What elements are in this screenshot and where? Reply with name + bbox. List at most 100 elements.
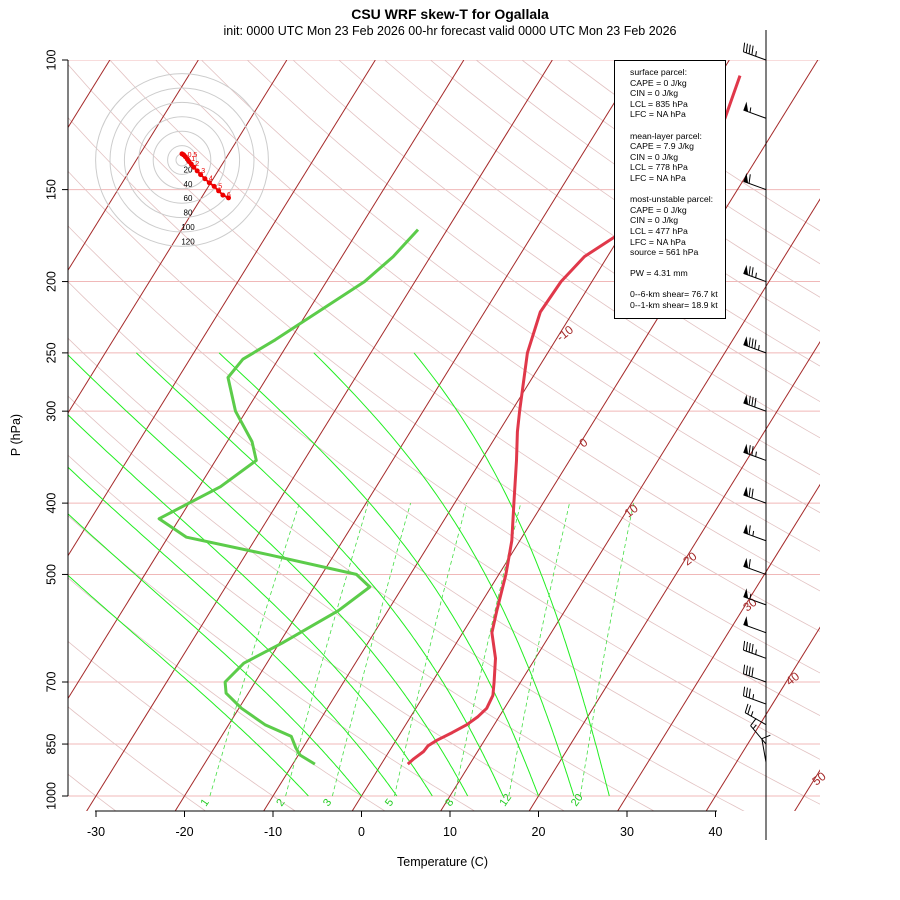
- wind-barb: [743, 394, 767, 412]
- hodograph-point-label: 6: [227, 192, 231, 199]
- isotherm-label: 20: [680, 549, 699, 568]
- barb-full: [751, 267, 754, 277]
- hodograph-point: [226, 195, 231, 201]
- hodograph-point: [220, 192, 226, 198]
- y-tick-label: 200: [44, 271, 58, 292]
- info-line: CIN = 0 J/kg: [630, 151, 679, 162]
- barb-pennant: [743, 486, 749, 497]
- wind-barb: [743, 172, 767, 191]
- barb-pennant: [743, 524, 749, 535]
- mixing-ratio-line: [209, 502, 300, 797]
- barb-pennant: [743, 588, 749, 599]
- barb-pennant: [743, 443, 749, 454]
- isotherm-line: [351, 60, 819, 811]
- wind-barbs: [742, 42, 771, 763]
- wind-barb: [742, 686, 767, 705]
- info-line: LFC = NA hPa: [630, 236, 686, 247]
- wind-barb: [742, 640, 767, 659]
- barb-full: [742, 42, 746, 52]
- dry-adiabat: [68, 63, 820, 632]
- barb-full: [748, 688, 751, 698]
- barb-half: [755, 272, 757, 278]
- mixing-ratio-line: [394, 502, 467, 797]
- mixing-ratio-label: 20: [569, 792, 586, 809]
- hodograph-ring: [95, 73, 269, 247]
- info-line: LCL = 477 hPa: [630, 225, 688, 236]
- info-line: CIN = 0 J/kg: [630, 215, 679, 226]
- isotherm-line: [68, 60, 199, 272]
- y-tick-label: 1000: [44, 782, 58, 810]
- dry-adiabat: [68, 395, 655, 811]
- x-tick-label: 40: [709, 825, 723, 839]
- barb-full: [748, 487, 751, 498]
- wind-barb: [743, 264, 767, 283]
- moist-adiabat: [218, 352, 539, 797]
- y-tick-label: 250: [44, 342, 58, 363]
- x-tick-label: 0: [358, 825, 365, 839]
- isotherm-line: [440, 198, 820, 811]
- wind-barb: [743, 336, 767, 354]
- most-unstable-parcel-block: most-unstable parcel: CAPE = 0 J/kg CIN …: [630, 194, 721, 258]
- isotherm-label: -10: [554, 322, 577, 344]
- mixing-ratio-line: [508, 503, 570, 797]
- dry-adiabat: [109, 60, 820, 592]
- info-line: most-unstable parcel:: [630, 194, 714, 205]
- wind-barb: [742, 664, 767, 683]
- barb-pennant: [743, 101, 749, 112]
- moist-adiabat: [313, 352, 575, 797]
- barb-staff: [743, 51, 767, 61]
- hodograph-ring-label: 80: [184, 209, 193, 218]
- barb-full: [748, 266, 751, 276]
- barb-half: [757, 345, 760, 351]
- info-line: PW = 4.31 mm: [630, 268, 688, 279]
- barb-staff: [743, 649, 767, 659]
- moist-adiabat: [413, 352, 610, 797]
- dry-adiabat: [201, 60, 820, 514]
- isotherm-line: [617, 483, 820, 811]
- hodograph-ring: [138, 116, 226, 204]
- info-line: mean-layer parcel:: [630, 130, 702, 141]
- hodograph-point: [202, 176, 208, 182]
- info-line: 0--6-km shear= 76.7 kt: [630, 289, 718, 300]
- isotherm-line: [794, 769, 820, 811]
- barb-full: [745, 665, 748, 675]
- barb-full: [742, 640, 746, 651]
- wind-barb: [743, 588, 767, 606]
- isotherm-label: 50: [809, 769, 828, 788]
- wind-barb: [750, 718, 767, 745]
- hodograph-point-label: 4: [209, 176, 213, 183]
- wind-barb: [743, 616, 767, 634]
- barb-staff: [743, 673, 767, 683]
- hodograph-ring-label: 20: [184, 165, 193, 174]
- barb-pennant: [743, 616, 749, 627]
- barb-full: [761, 734, 771, 740]
- mixing-ratio-line: [332, 502, 411, 797]
- barb-full: [748, 44, 751, 54]
- barb-full: [748, 445, 751, 455]
- y-tick-label: 850: [44, 734, 58, 755]
- isotherm-line: [68, 60, 288, 414]
- hodograph-ring-label: 120: [181, 237, 195, 246]
- isotherm-label: 10: [622, 501, 641, 520]
- info-line: surface parcel:: [630, 67, 687, 77]
- chart-subtitle: init: 0000 UTC Mon 23 Feb 2026 00-hr for…: [223, 24, 677, 38]
- chart-title: CSU WRF skew-T for Ogallala: [351, 6, 549, 22]
- mixing-ratio-label: 12: [497, 792, 514, 809]
- barb-full: [745, 687, 748, 697]
- barb-pennant: [743, 264, 749, 276]
- dry-adiabat: [292, 60, 820, 439]
- isotherm-label: 40: [783, 669, 802, 688]
- barb-staff: [761, 738, 767, 763]
- wind-barb: [742, 42, 767, 61]
- precipitable-water: PW = 4.31 mm: [630, 268, 721, 279]
- dry-adiabat: [68, 706, 207, 811]
- info-line: CAPE = 0 J/kg: [630, 77, 687, 88]
- x-tick-label: -30: [87, 825, 105, 839]
- x-tick-label: -20: [175, 825, 193, 839]
- barb-full: [748, 525, 751, 535]
- wind-barb: [743, 101, 767, 119]
- mixing-ratio-label: 1: [199, 797, 212, 809]
- barb-full: [751, 45, 754, 55]
- barb-full: [751, 643, 754, 654]
